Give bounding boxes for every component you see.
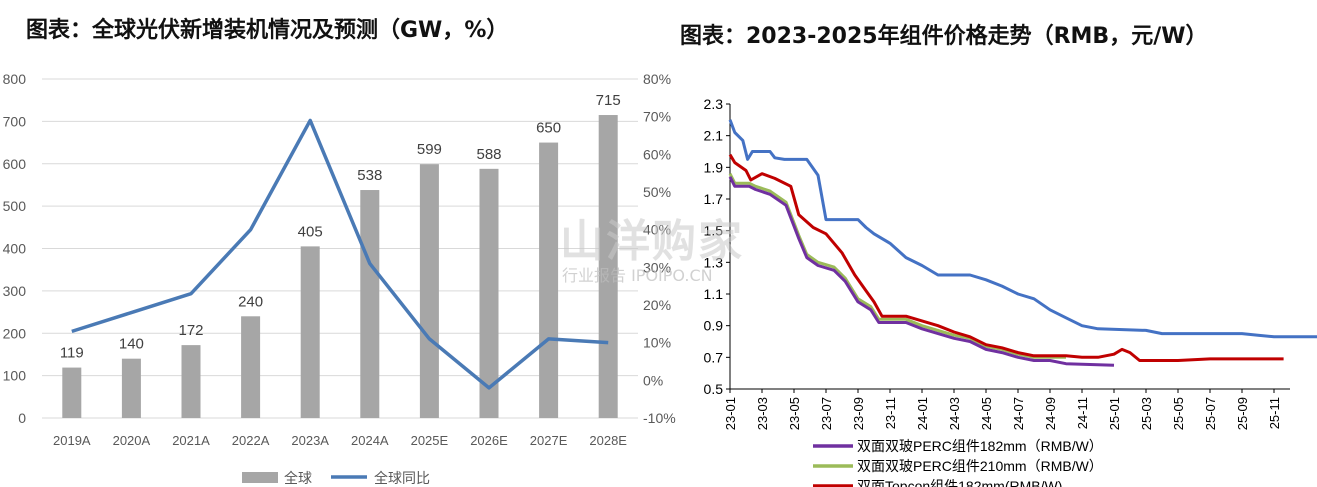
x-axis-tick-label: 24-09 — [1043, 397, 1058, 430]
bar-data-label: 538 — [357, 167, 382, 184]
bar — [300, 246, 320, 418]
right-axis-tick-label: 0% — [643, 372, 663, 388]
bar — [62, 367, 82, 418]
y-axis-tick-label: 1.5 — [704, 223, 724, 239]
bar — [241, 316, 261, 418]
legend-swatch-bar — [242, 472, 278, 483]
module-price-chart-panel: 图表：2023-2025年组件价格走势（RMB，元/W） 0.5 0.7 0.9 1.… — [680, 0, 1317, 487]
legend-label: 双面双玻PERC组件182mm（RMB/W） — [857, 438, 1103, 454]
series-line — [728, 153, 1284, 362]
bar — [181, 345, 201, 418]
y-axis-tick-label: 0.5 — [704, 381, 724, 397]
module-price-chart: 0.5 0.7 0.9 1.1 1.3 1.5 1.7 1.9 2.1 2.3 23-01 23-03… — [704, 96, 1317, 487]
left-axis-tick-label: 500 — [3, 198, 27, 214]
x-axis-tick-label: 2024A — [351, 433, 389, 448]
left-axis-tick-label: 100 — [3, 368, 27, 384]
x-axis-tick-label: 24-11 — [1075, 397, 1090, 429]
bar-data-label: 599 — [417, 141, 442, 158]
y-axis-tick-label: 2.1 — [704, 128, 724, 144]
x-axis-tick-label: 2021A — [172, 433, 210, 448]
x-axis-tick-label: 25-09 — [1235, 397, 1250, 430]
watermark-text: 山洋购家 — [560, 216, 744, 267]
right-axis-tick-label: 80% — [643, 71, 671, 87]
x-axis-tick-label: 2028E — [589, 433, 627, 448]
x-axis-tick-label: 2026E — [470, 433, 508, 448]
left-axis-tick-label: 0 — [18, 410, 26, 426]
right-axis-tick-label: 40% — [643, 222, 671, 238]
bar — [479, 168, 499, 418]
installations-chart-panel: 图表：全球光伏新增装机情况及预测（GW，%） 0 100 200 300 400 500 6… — [3, 18, 676, 486]
series-line — [728, 176, 1115, 367]
left-axis-tick-label: 400 — [3, 241, 27, 257]
y-axis-tick-label: 2.3 — [704, 96, 724, 112]
bar-data-label: 119 — [60, 345, 84, 362]
bar-data-label: 140 — [119, 336, 144, 353]
series-line — [728, 173, 1066, 359]
y-axis-tick-label: 1.9 — [704, 159, 724, 175]
left-axis-tick-label: 200 — [3, 325, 27, 341]
x-axis-tick-label: 23-07 — [819, 397, 834, 430]
x-axis-tick-label: 2023A — [291, 433, 329, 448]
bar — [419, 164, 439, 418]
right-axis-tick-label: 20% — [643, 297, 671, 313]
x-axis-tick-label: 25-05 — [1171, 397, 1186, 430]
legend-label: 双面Topcon组件182mm(RMB/W) — [857, 478, 1062, 487]
x-axis-tick-label: 2022A — [232, 433, 270, 448]
x-axis-tick-label: 2027E — [530, 433, 568, 448]
left-axis-tick-label: 800 — [3, 71, 27, 87]
x-axis-tick-label: 24-05 — [979, 397, 994, 430]
x-axis-tick-label: 2025E — [411, 433, 449, 448]
left-axis-tick-label: 700 — [3, 113, 27, 129]
x-axis-tick-label: 25-07 — [1203, 397, 1218, 430]
legend-label-line: 全球同比 — [374, 470, 430, 486]
right-axis-tick-label: 50% — [643, 184, 671, 200]
bar-data-label: 588 — [476, 146, 501, 163]
x-axis-tick-label: 23-03 — [755, 397, 770, 430]
bar-data-label: 240 — [238, 293, 263, 310]
left-axis-tick-label: 300 — [3, 283, 27, 299]
x-axis-tick-label: 25-03 — [1139, 397, 1154, 430]
bar-data-label: 172 — [178, 322, 203, 339]
left-axis-tick-label: 600 — [3, 156, 27, 172]
x-axis-tick-label: 24-07 — [1011, 397, 1026, 430]
bar-data-label: 650 — [536, 120, 561, 137]
bar — [121, 358, 141, 418]
series-line-yoy — [71, 118, 609, 390]
y-axis-tick-label: 1.3 — [704, 254, 724, 270]
x-axis-tick-label: 2020A — [113, 433, 151, 448]
right-axis-tick-label: -10% — [643, 410, 676, 426]
bar-data-label: 715 — [596, 92, 621, 109]
watermark-subtext: 行业报告 IPOIPO.CN — [562, 266, 713, 285]
x-axis-tick-label: 23-01 — [723, 397, 738, 430]
y-axis-tick-label: 1.7 — [704, 191, 724, 207]
x-axis-tick-label: 24-03 — [947, 397, 962, 430]
legend-label-bar: 全球 — [284, 470, 312, 486]
bar-data-label: 405 — [298, 223, 323, 240]
x-axis-tick-label: 25-01 — [1107, 397, 1122, 430]
right-axis-tick-label: 30% — [643, 259, 671, 275]
x-axis-tick-label: 23-05 — [787, 397, 802, 430]
x-axis-tick-label: 2019A — [53, 433, 91, 448]
legend-label: 双面双玻PERC组件210mm（RMB/W） — [857, 458, 1103, 474]
left-chart-title: 图表：全球光伏新增装机情况及预测（GW，%） — [26, 18, 509, 43]
x-axis-tick-label: 23-11 — [883, 397, 898, 429]
series-line — [728, 119, 1317, 339]
y-axis-tick-label: 0.9 — [704, 318, 724, 334]
right-axis-tick-label: 60% — [643, 146, 671, 162]
x-axis-tick-label: 25-11 — [1267, 397, 1282, 429]
x-axis-tick-label: 24-01 — [915, 397, 930, 430]
x-axis-tick-label: 23-09 — [851, 397, 866, 430]
y-axis-tick-label: 1.1 — [704, 286, 724, 302]
y-axis-tick-label: 0.7 — [704, 349, 724, 365]
bar — [539, 142, 559, 418]
installations-chart: 0 100 200 300 400 500 600 700 800 -10% 0% 10% 20% 30%… — [3, 71, 676, 486]
right-chart-title: 图表：2023-2025年组件价格走势（RMB，元/W） — [680, 24, 1208, 49]
right-axis-tick-label: 70% — [643, 109, 671, 125]
right-axis-tick-label: 10% — [643, 335, 671, 351]
bar — [360, 190, 380, 418]
